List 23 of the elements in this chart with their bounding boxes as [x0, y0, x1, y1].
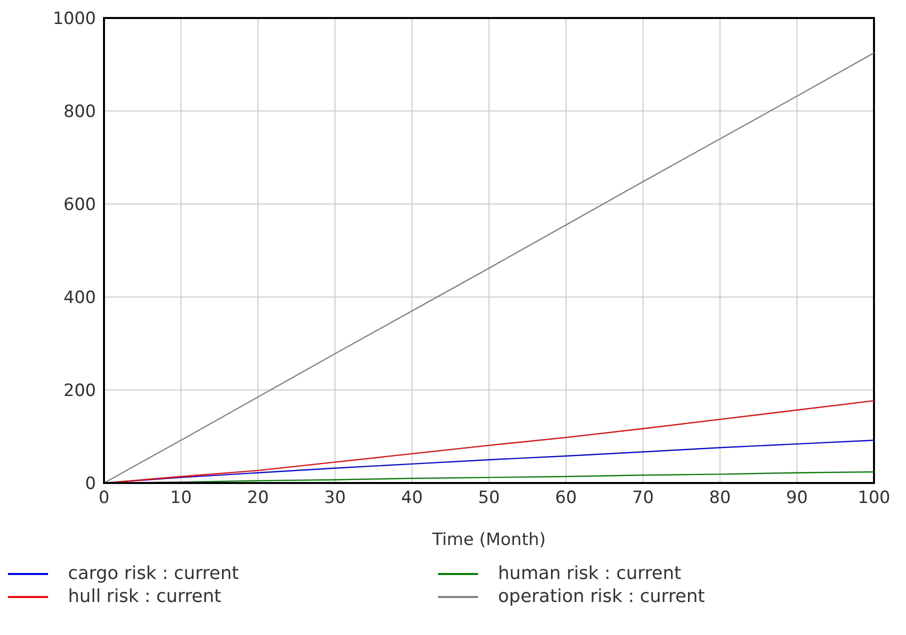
x-axis-title: Time (Month): [431, 530, 546, 550]
x-tick-label: 40: [401, 488, 423, 508]
legend-label: hull risk : current: [68, 586, 222, 607]
line-series: [104, 52, 874, 483]
x-tick-label: 80: [709, 488, 731, 508]
legend-label: cargo risk : current: [68, 563, 239, 584]
y-tick-label: 0: [85, 474, 96, 494]
x-tick-label: 100: [858, 488, 890, 508]
y-tick-label: 400: [64, 288, 96, 308]
y-tick-label: 800: [64, 102, 96, 122]
y-tick-label: 600: [64, 195, 96, 216]
x-tick-label: 60: [555, 488, 577, 508]
x-tick-label: 70: [632, 488, 654, 508]
legend-label: operation risk : current: [498, 586, 705, 607]
y-tick-label: 1000: [52, 9, 96, 30]
x-tick-label: 50: [478, 488, 500, 508]
x-tick-label: 10: [170, 488, 192, 508]
legend-label: human risk : current: [498, 563, 682, 584]
x-tick-label: 0: [98, 488, 110, 508]
y-tick-label: 200: [64, 381, 96, 402]
x-tick-label: 90: [786, 488, 808, 508]
x-tick-label: 30: [324, 488, 346, 508]
x-tick-label: 20: [247, 488, 269, 508]
